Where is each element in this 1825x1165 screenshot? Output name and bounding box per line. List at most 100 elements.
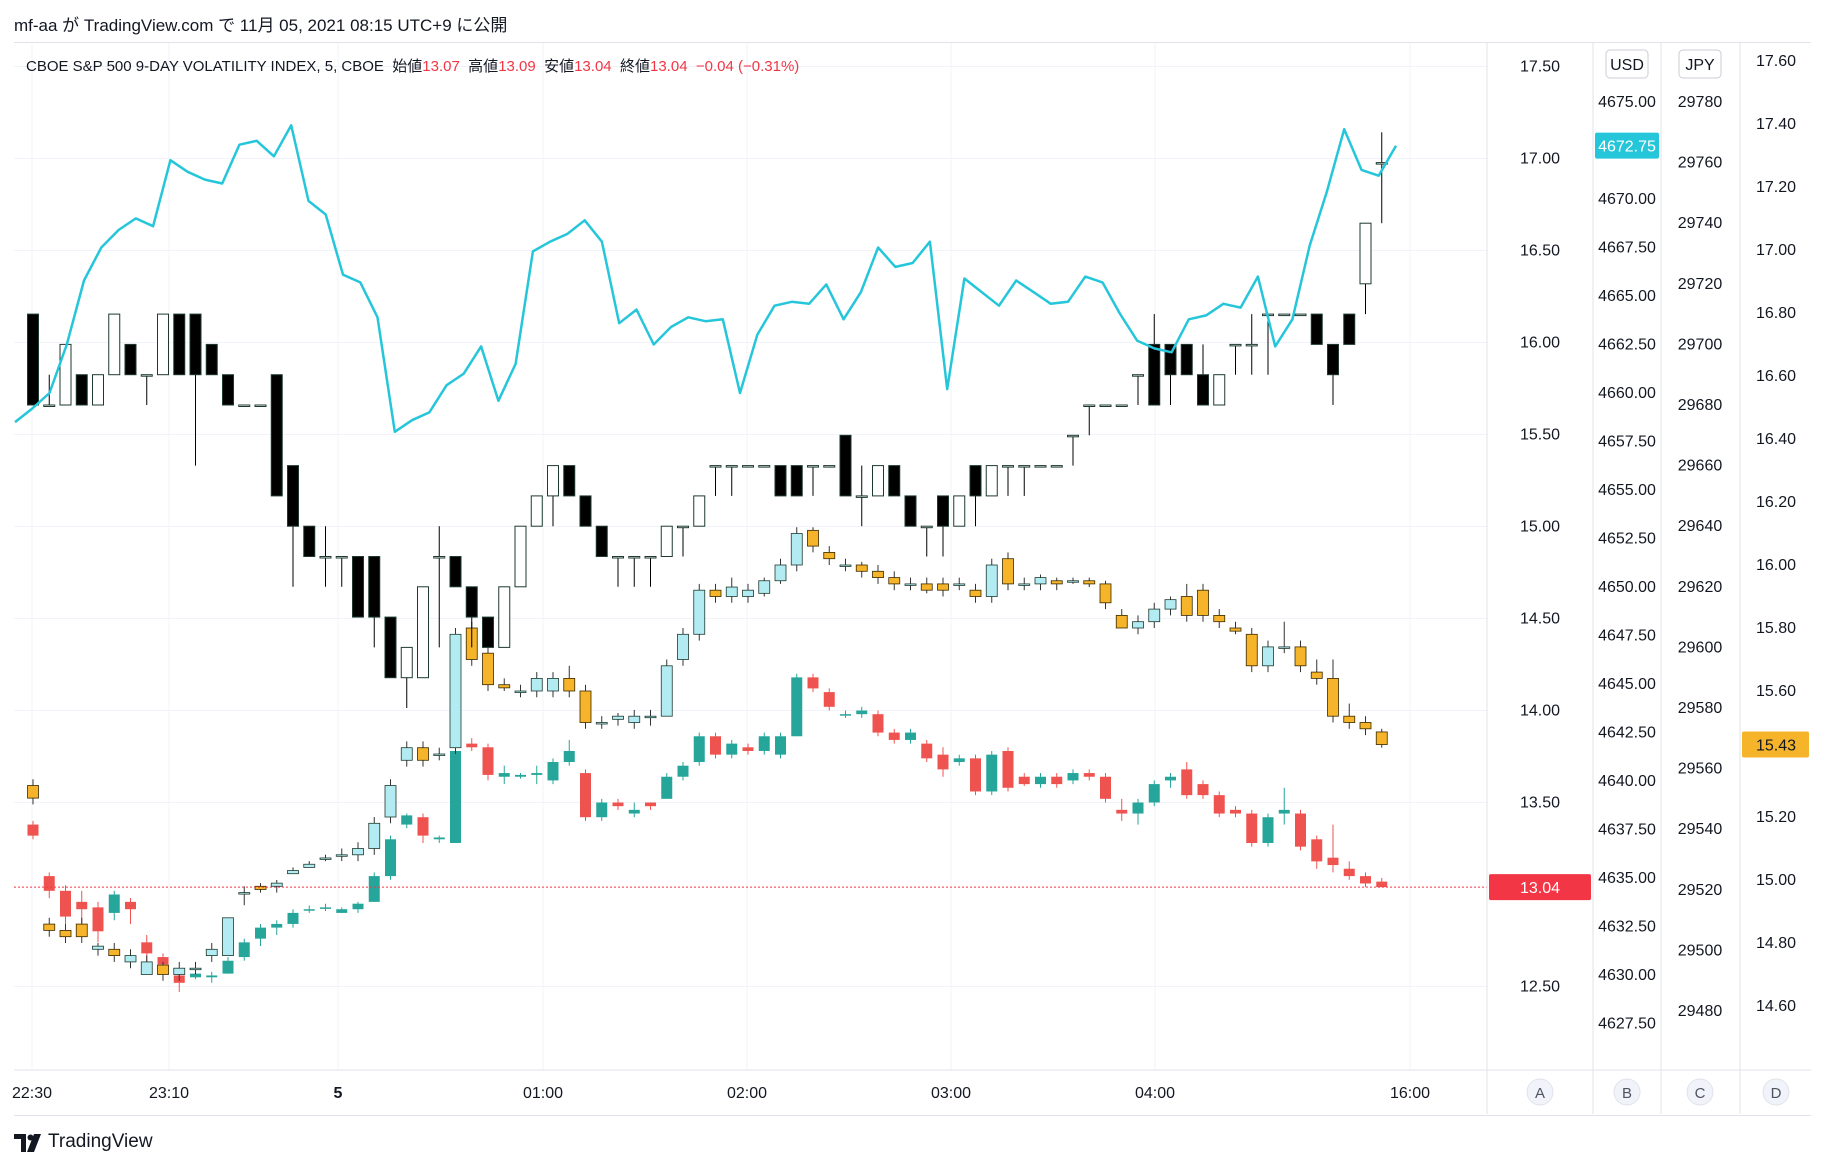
candle bbox=[303, 905, 315, 913]
candle-body bbox=[969, 465, 982, 497]
candle-body bbox=[1050, 580, 1063, 585]
axis-D-tick: 17.00 bbox=[1756, 242, 1796, 259]
axis-D-tick: 15.20 bbox=[1756, 809, 1796, 826]
candle bbox=[1050, 465, 1063, 468]
candle bbox=[125, 898, 136, 924]
candle bbox=[498, 678, 511, 691]
candle-body bbox=[547, 762, 559, 781]
candle bbox=[482, 616, 494, 648]
candle bbox=[1327, 659, 1339, 723]
axis-A-tick: 17.50 bbox=[1520, 59, 1560, 76]
legend-symbol: CBOE S&P 500 9-DAY VOLATILITY INDEX, 5, … bbox=[26, 58, 384, 75]
footer-brand: TradingView bbox=[48, 1131, 153, 1152]
candle-body bbox=[157, 313, 169, 376]
candle bbox=[1115, 609, 1128, 629]
candle-body bbox=[368, 876, 380, 902]
series-layer bbox=[14, 124, 1398, 993]
candle-body bbox=[336, 909, 348, 913]
candle bbox=[807, 673, 819, 693]
candle bbox=[92, 943, 104, 956]
candle-body bbox=[206, 975, 218, 978]
candle-body bbox=[661, 776, 673, 799]
axis-B-tick: 4667.50 bbox=[1598, 240, 1656, 257]
candle bbox=[1213, 791, 1225, 818]
candle bbox=[595, 525, 608, 558]
candle-body bbox=[1083, 404, 1096, 407]
candle bbox=[888, 571, 901, 591]
axes-layer: 17.50 17.00 16.50 16.00 15.50 15.00 14.50 14.00… bbox=[12, 43, 1811, 1114]
candle-body bbox=[173, 967, 186, 975]
candle-body bbox=[644, 715, 657, 719]
candle-body bbox=[986, 754, 998, 792]
candle-body bbox=[59, 343, 72, 406]
candle bbox=[157, 313, 169, 376]
axis-B-tick: 4627.50 bbox=[1598, 1016, 1656, 1033]
candle-body bbox=[1002, 465, 1014, 468]
candle-body bbox=[596, 802, 608, 818]
legend-close-label: 終値 bbox=[619, 58, 650, 75]
candle bbox=[742, 465, 754, 468]
candle bbox=[157, 961, 169, 981]
axis-B-tick: 4645.00 bbox=[1598, 676, 1656, 693]
candle bbox=[888, 465, 901, 497]
candle-body bbox=[189, 967, 202, 971]
candle bbox=[336, 907, 348, 913]
candle-body bbox=[222, 374, 234, 406]
candle-body bbox=[1343, 715, 1356, 723]
candle-body bbox=[433, 837, 445, 840]
axis-D-last-badge bbox=[1742, 731, 1809, 758]
legend-open-label: 始値 bbox=[392, 58, 423, 75]
candle bbox=[238, 404, 251, 407]
candle bbox=[855, 561, 868, 578]
candle-body bbox=[1229, 343, 1242, 347]
candle bbox=[400, 741, 413, 767]
candle bbox=[271, 920, 283, 935]
candle bbox=[1067, 434, 1079, 466]
candle-body bbox=[1034, 465, 1047, 468]
candle-body bbox=[547, 465, 559, 497]
candle bbox=[1246, 809, 1258, 847]
candle-body bbox=[157, 964, 169, 975]
candle bbox=[1375, 132, 1388, 224]
candle-body bbox=[384, 785, 397, 818]
candle bbox=[1213, 374, 1226, 406]
candle bbox=[482, 743, 494, 781]
candle bbox=[401, 813, 413, 829]
candle-body bbox=[937, 583, 949, 591]
axis-D-tick: 16.60 bbox=[1756, 368, 1796, 385]
candle-body bbox=[157, 957, 169, 965]
candle-body bbox=[985, 564, 998, 597]
candle bbox=[449, 628, 462, 754]
currency-label: USD bbox=[1610, 57, 1644, 74]
candle bbox=[563, 739, 575, 766]
scale-button-label: B bbox=[1622, 1085, 1632, 1102]
scale-button-D bbox=[1762, 1078, 1790, 1106]
candle-body bbox=[969, 589, 982, 597]
x-axis-tick: 16:00 bbox=[1390, 1085, 1430, 1102]
candle bbox=[547, 465, 559, 527]
candle-body bbox=[725, 465, 738, 468]
axis-B-tick: 4635.00 bbox=[1598, 870, 1656, 887]
axis-C-tick: 29720 bbox=[1678, 276, 1723, 293]
candle bbox=[1132, 374, 1144, 405]
candle bbox=[124, 949, 137, 969]
candle bbox=[335, 848, 348, 862]
candle-body bbox=[368, 556, 381, 618]
candle-body bbox=[1018, 776, 1030, 785]
candle bbox=[1034, 574, 1047, 591]
candle bbox=[644, 709, 657, 726]
candle bbox=[790, 465, 803, 497]
chart-frame[interactable] bbox=[14, 42, 1811, 1116]
candle bbox=[580, 769, 591, 821]
axis-D-tick: 14.60 bbox=[1756, 998, 1796, 1015]
candle-body bbox=[75, 923, 88, 938]
candle-body bbox=[595, 722, 608, 725]
candle-body bbox=[141, 942, 153, 954]
candle bbox=[969, 583, 982, 603]
candle-body bbox=[1213, 795, 1225, 814]
candle-body bbox=[27, 313, 39, 406]
candle bbox=[937, 495, 949, 557]
axis-A-last-badge bbox=[1489, 874, 1591, 901]
candle bbox=[222, 374, 234, 406]
